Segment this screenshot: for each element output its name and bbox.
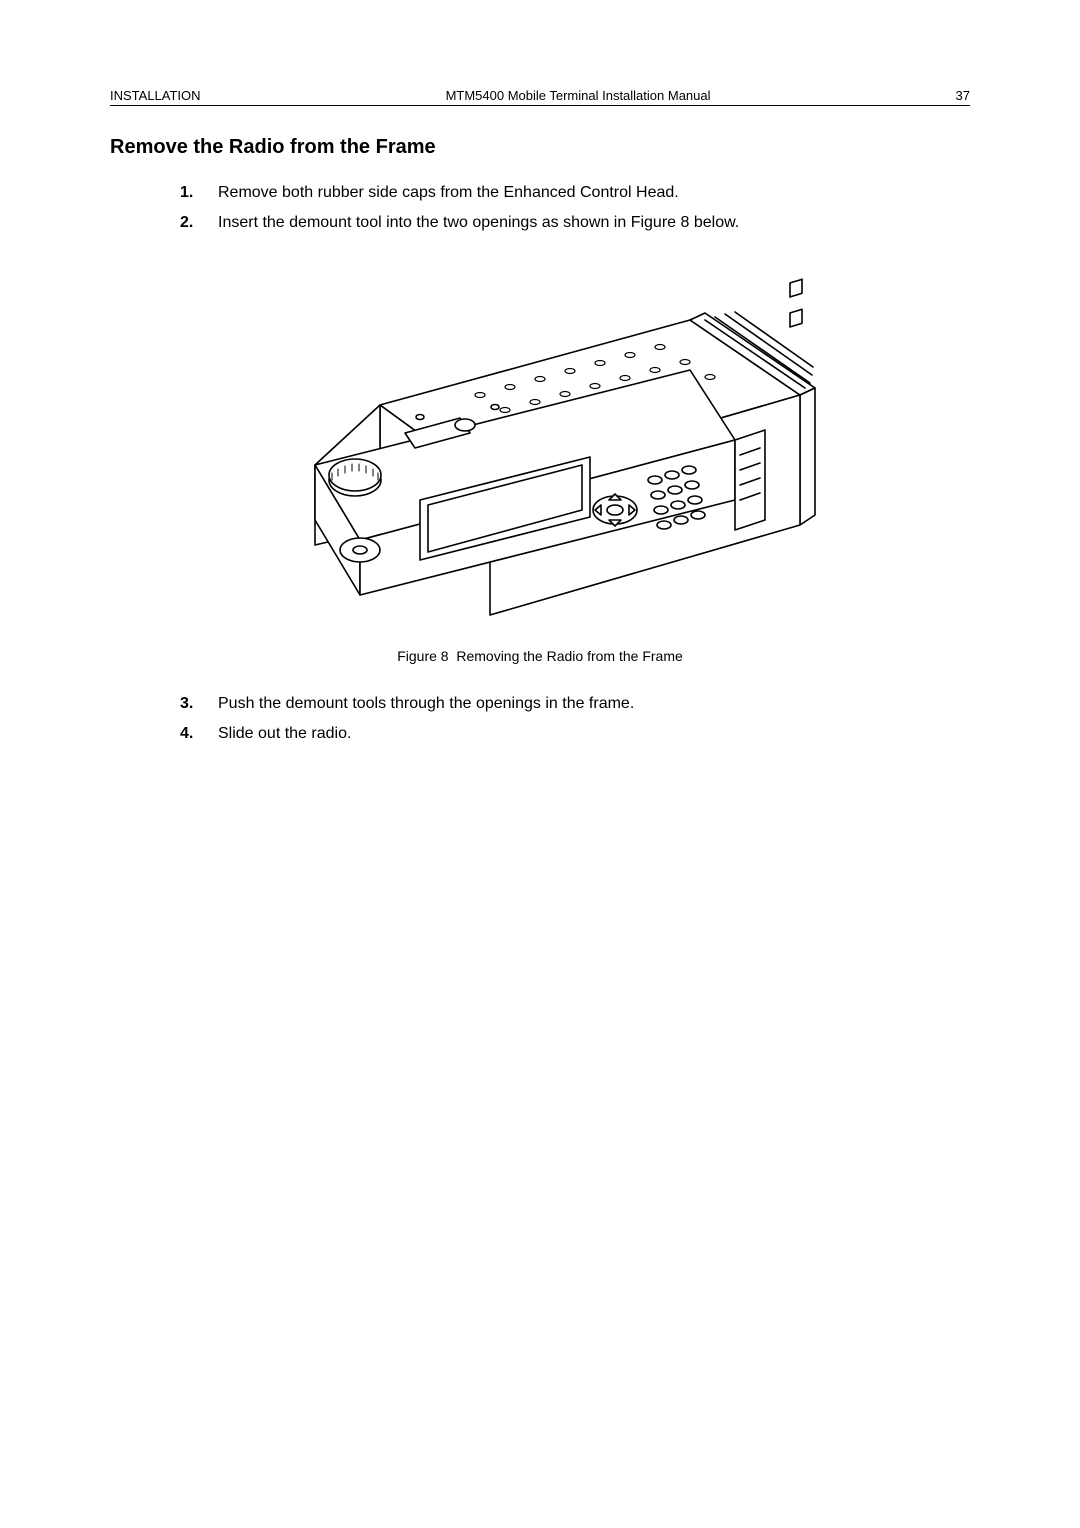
figure-container: Figure 8 Removing the Radio from the Fra…: [110, 275, 970, 664]
list-item: 4. Slide out the radio.: [180, 722, 970, 746]
list-item: 3. Push the demount tools through the op…: [180, 692, 970, 716]
radio-removal-illustration: [260, 275, 820, 625]
list-item: 1. Remove both rubber side caps from the…: [180, 181, 970, 205]
list-item-text: Push the demount tools through the openi…: [218, 692, 634, 716]
instruction-list-top: 1. Remove both rubber side caps from the…: [110, 181, 970, 235]
figure-caption: Figure 8 Removing the Radio from the Fra…: [110, 648, 970, 664]
instruction-list-bottom: 3. Push the demount tools through the op…: [110, 692, 970, 746]
list-item-number: 3.: [180, 692, 218, 716]
header-page-number: 37: [956, 88, 970, 103]
list-item-text: Slide out the radio.: [218, 722, 351, 746]
header-section-label: INSTALLATION: [110, 88, 201, 103]
list-item-number: 1.: [180, 181, 218, 205]
list-item-number: 4.: [180, 722, 218, 746]
section-title: Remove the Radio from the Frame: [110, 136, 970, 159]
list-item-text: Insert the demount tool into the two ope…: [218, 211, 739, 235]
header-document-title: MTM5400 Mobile Terminal Installation Man…: [201, 88, 956, 103]
figure-caption-text: Removing the Radio from the Frame: [456, 648, 682, 664]
list-item: 2. Insert the demount tool into the two …: [180, 211, 970, 235]
running-header: INSTALLATION MTM5400 Mobile Terminal Ins…: [110, 88, 970, 106]
list-item-text: Remove both rubber side caps from the En…: [218, 181, 679, 205]
page: INSTALLATION MTM5400 Mobile Terminal Ins…: [0, 0, 1080, 1528]
figure-caption-prefix: Figure 8: [397, 648, 448, 664]
list-item-number: 2.: [180, 211, 218, 235]
